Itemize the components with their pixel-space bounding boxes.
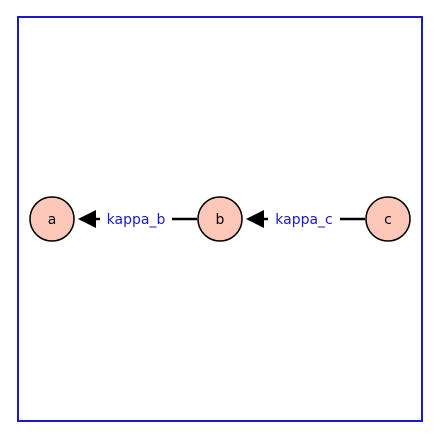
node-b-label: b [216,212,225,228]
node-c-circle[interactable] [365,196,411,242]
node-a-label: a [48,212,57,228]
edge-b-to-a: kappa_b [78,210,197,228]
edge-label-kappa-b: kappa_b [107,212,166,228]
node-c[interactable]: c [365,196,411,242]
diagram-frame [17,16,423,422]
edge-c-to-b: kappa_c [246,210,365,228]
node-b-circle[interactable] [197,196,243,242]
edge-label-kappa-c: kappa_c [275,212,333,228]
edge-c-to-b-arrowhead [246,210,264,228]
node-a-circle[interactable] [29,196,75,242]
node-c-label: c [384,212,392,228]
node-b[interactable]: b [197,196,243,242]
node-a[interactable]: a [29,196,75,242]
edge-b-to-a-arrowhead [78,210,96,228]
